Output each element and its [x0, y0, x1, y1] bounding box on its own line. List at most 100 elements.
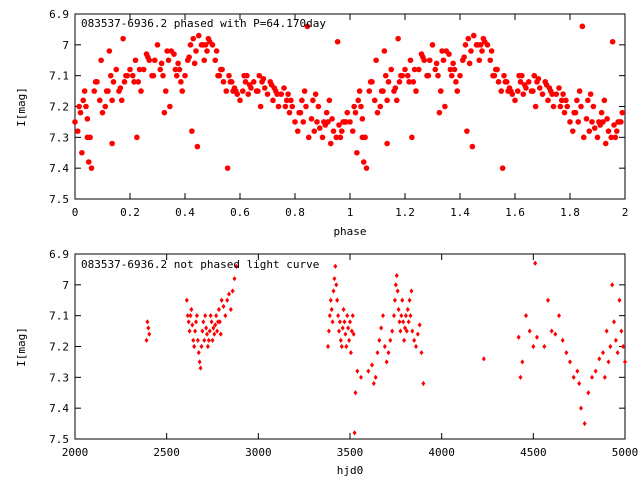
data-point [319, 134, 326, 141]
data-point [204, 48, 210, 54]
y-tick-label: 6.9 [49, 248, 69, 261]
data-point [359, 116, 366, 122]
chart-title: 083537-6936.2 phased with P=64.170day [81, 17, 326, 30]
data-point [255, 88, 261, 94]
data-point [209, 319, 214, 325]
x-tick-label: 0.6 [230, 206, 250, 219]
data-point [400, 297, 405, 303]
data-point [88, 165, 95, 171]
data-point [332, 276, 337, 282]
data-point [212, 331, 217, 337]
data-point [350, 313, 355, 319]
data-point [435, 72, 441, 79]
data-point [610, 282, 615, 288]
data-point [349, 328, 354, 334]
data-point [601, 350, 605, 356]
data-point [384, 140, 390, 147]
data-point [519, 72, 525, 79]
x-tick-label: 5000 [612, 446, 639, 459]
plot-frame [74, 13, 626, 200]
y-tick-label: 7.2 [49, 341, 69, 354]
data-point [176, 66, 183, 73]
phased-chart: 0 0.2 0.4 0.6 0.8 1 1.2 1.4 1.6 1.8 2 6.9 7 7.1 7.2 7.3… [15, 8, 628, 238]
data-point [401, 319, 406, 325]
data-point [337, 328, 341, 334]
data-point [310, 97, 316, 104]
data-point [617, 297, 622, 303]
data-point [601, 97, 608, 104]
data-point [527, 328, 532, 334]
data-point [571, 109, 577, 116]
data-point [545, 97, 551, 104]
data-point [352, 109, 359, 116]
data-point [415, 331, 420, 337]
data-point [299, 97, 305, 104]
data-point [413, 88, 419, 94]
data-point [373, 374, 378, 380]
x-tick-label: 0 [72, 206, 79, 219]
x-tick-label: 3500 [337, 446, 364, 459]
data-point [127, 66, 133, 73]
data-point [396, 79, 403, 85]
data-point [289, 103, 296, 110]
data-point [270, 97, 276, 104]
y-tick-label: 7.5 [49, 193, 69, 206]
x-tick-label: 4000 [428, 446, 455, 459]
data-point [214, 313, 219, 319]
data-point [123, 72, 129, 79]
data-point [345, 313, 350, 319]
data-point [278, 91, 285, 97]
data-point [109, 140, 115, 147]
data-point [409, 134, 415, 141]
data-point [567, 119, 573, 125]
data-point [185, 313, 190, 319]
data-point [348, 319, 352, 325]
data-point [146, 325, 151, 331]
data-point [546, 297, 550, 303]
data-point [419, 350, 424, 356]
data-point [329, 306, 334, 313]
chart-title: 083537-6936.2 not phased light curve [81, 258, 319, 271]
data-point [358, 103, 364, 110]
data-point [556, 85, 562, 91]
data-point [377, 103, 384, 110]
data-point [417, 322, 422, 328]
y-tick-label: 7.1 [49, 310, 69, 323]
data-point [569, 128, 576, 134]
data-point [288, 97, 294, 104]
data-point [521, 82, 528, 88]
data-point [117, 85, 124, 91]
data-point [512, 97, 518, 104]
data-point [371, 380, 376, 387]
data-point [300, 119, 307, 125]
data-point [396, 306, 401, 313]
data-point [398, 328, 403, 334]
data-point [193, 328, 198, 334]
data-point [244, 72, 250, 79]
data-point [80, 97, 87, 104]
data-point [160, 72, 166, 79]
data-point [208, 313, 213, 319]
data-point [286, 109, 293, 116]
y-axis-label: I[mag] [15, 327, 28, 367]
data-point [402, 337, 407, 343]
data-point [578, 103, 584, 110]
data-point [179, 88, 186, 94]
data-point [577, 380, 582, 387]
data-point [189, 128, 195, 134]
data-point [390, 328, 395, 334]
data-point [285, 91, 291, 97]
data-point [84, 116, 91, 122]
data-point [412, 337, 417, 343]
data-point [395, 288, 400, 294]
data-point [333, 134, 340, 141]
data-point [466, 60, 473, 67]
data-point [103, 88, 110, 94]
data-point [213, 48, 220, 54]
data-point [330, 319, 335, 325]
data-point [215, 328, 220, 334]
data-point [296, 109, 302, 116]
data-point [209, 42, 216, 48]
data-point [282, 103, 289, 110]
data-point [600, 119, 606, 125]
